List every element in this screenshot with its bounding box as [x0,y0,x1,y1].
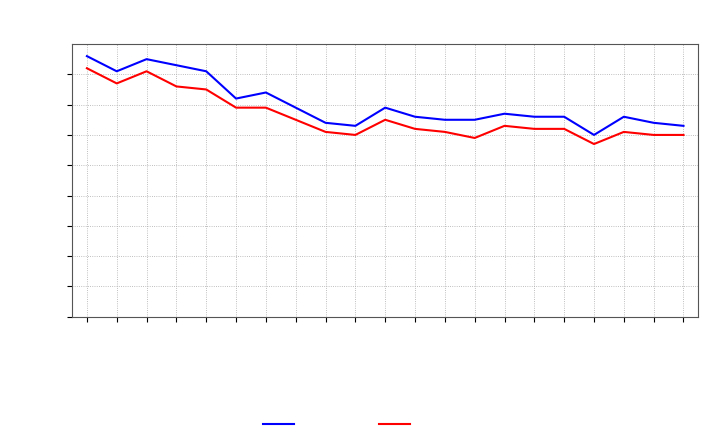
固定長期適合率 [560,126,569,132]
固定比率 [470,117,479,122]
固定長期適合率 [381,117,390,122]
固定長期適合率 [441,129,449,135]
固定長期適合率 [619,129,628,135]
固定比率 [351,123,360,128]
固定長期適合率 [83,66,91,71]
固定長期適合率 [351,132,360,138]
固定長期適合率 [649,132,658,138]
固定比率 [500,111,509,116]
固定長期適合率 [292,117,300,122]
固定長期適合率 [232,105,240,110]
固定比率 [619,114,628,119]
固定比率 [321,120,330,125]
固定長期適合率 [590,141,598,147]
固定長期適合率 [261,105,270,110]
固定比率 [83,54,91,59]
固定比率 [530,114,539,119]
固定長期適合率 [143,69,151,74]
固定比率 [292,105,300,110]
Line: 固定長期適合率: 固定長期適合率 [87,68,683,144]
固定長期適合率 [112,81,121,86]
固定比率 [590,132,598,138]
固定長期適合率 [202,87,210,92]
Line: 固定比率: 固定比率 [87,56,683,135]
固定比率 [410,114,419,119]
固定比率 [560,114,569,119]
固定比率 [232,96,240,101]
固定比率 [172,62,181,68]
固定長期適合率 [500,123,509,128]
固定比率 [381,105,390,110]
固定長期適合率 [679,132,688,138]
固定長期適合率 [470,136,479,141]
固定比率 [112,69,121,74]
固定長期適合率 [172,84,181,89]
固定長期適合率 [410,126,419,132]
固定比率 [679,123,688,128]
固定比率 [441,117,449,122]
固定比率 [261,90,270,95]
固定長期適合率 [321,129,330,135]
Legend: 固定比率, 固定長期適合率: 固定比率, 固定長期適合率 [258,414,513,433]
固定長期適合率 [530,126,539,132]
固定比率 [143,56,151,62]
固定比率 [649,120,658,125]
固定比率 [202,69,210,74]
